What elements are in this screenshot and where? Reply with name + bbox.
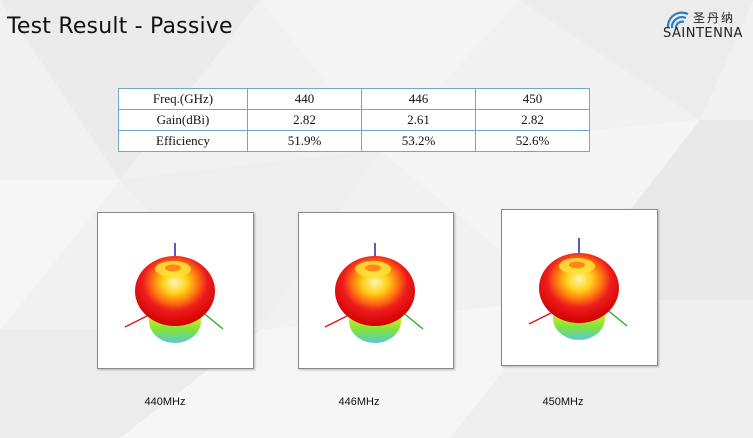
row-header: Gain(dBi) bbox=[118, 109, 248, 131]
table-cell: 51.9% bbox=[247, 130, 362, 152]
table-cell: 446 bbox=[361, 88, 476, 110]
table-cell: 2.61 bbox=[361, 109, 476, 131]
pattern-caption: 440MHz bbox=[144, 396, 186, 408]
table-row: Efficiency 51.9% 53.2% 52.6% bbox=[118, 130, 590, 152]
radiation-pattern-450 bbox=[501, 209, 658, 366]
row-header: Efficiency bbox=[118, 130, 248, 152]
table-cell: 52.6% bbox=[475, 130, 590, 152]
table-row: Freq.(GHz) 440 446 450 bbox=[118, 88, 590, 110]
table-cell: 440 bbox=[247, 88, 362, 110]
logo-chinese-text: 圣丹纳 bbox=[693, 11, 736, 25]
table-cell: 53.2% bbox=[361, 130, 476, 152]
logo-english-text: SAINTENNA bbox=[663, 26, 743, 41]
table-cell: 450 bbox=[475, 88, 590, 110]
slide-title: Test Result - Passive bbox=[7, 14, 233, 39]
company-logo: 圣丹纳 SAINTENNA bbox=[663, 9, 751, 43]
radiation-pattern-446 bbox=[298, 212, 454, 369]
pattern-caption: 450MHz bbox=[542, 396, 584, 408]
row-header: Freq.(GHz) bbox=[118, 88, 248, 110]
table-cell: 2.82 bbox=[475, 109, 590, 131]
radiation-pattern-440 bbox=[97, 212, 254, 369]
table-row: Gain(dBi) 2.82 2.61 2.82 bbox=[118, 109, 590, 131]
logo-arc-icon bbox=[666, 11, 689, 29]
results-table: Freq.(GHz) 440 446 450 Gain(dBi) 2.82 2.… bbox=[118, 88, 590, 152]
table-cell: 2.82 bbox=[247, 109, 362, 131]
pattern-caption: 446MHz bbox=[338, 396, 380, 408]
